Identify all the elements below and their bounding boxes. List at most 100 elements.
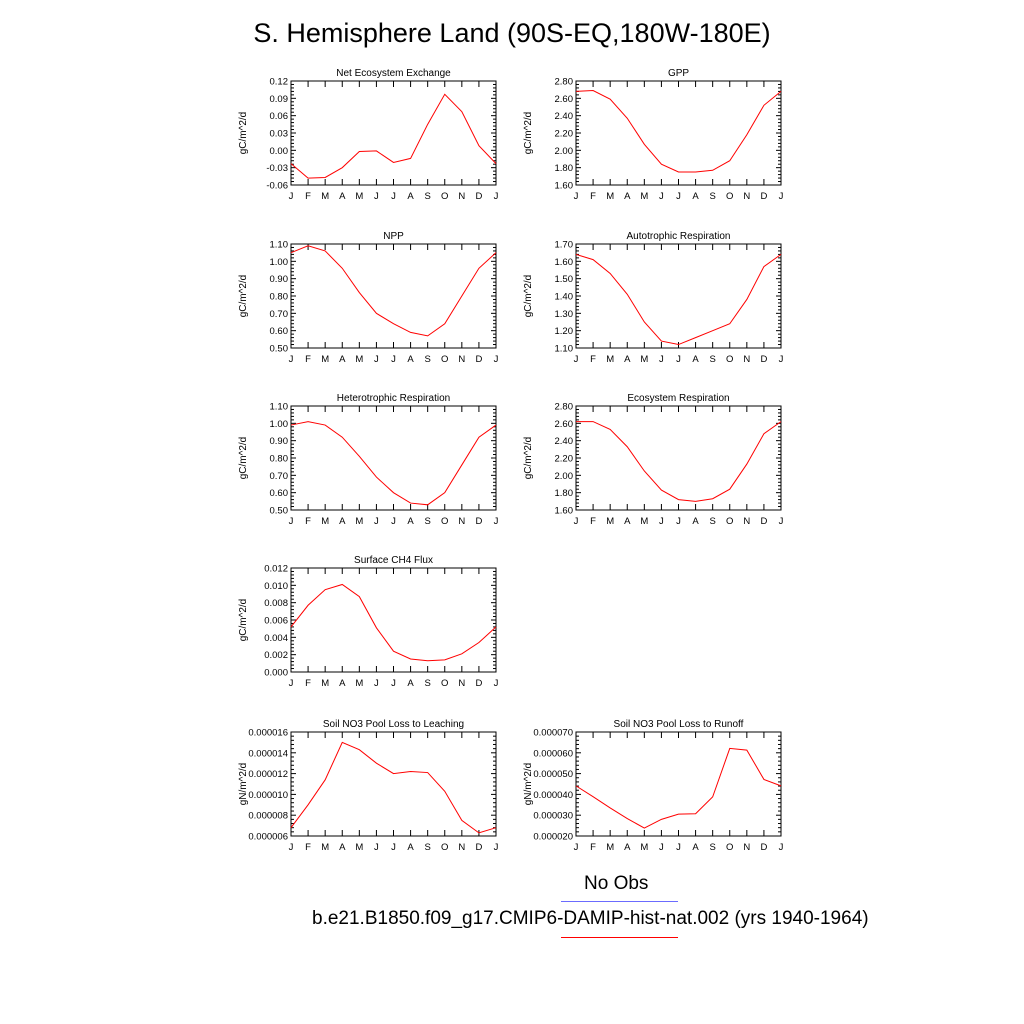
y-tick-label: 1.00 [270, 419, 289, 430]
x-tick-label: S [709, 354, 715, 365]
x-tick-label: S [424, 191, 430, 202]
x-tick-label: O [726, 516, 733, 527]
y-tick-label: 0.000006 [248, 832, 288, 843]
chart-title: Soil NO3 Pool Loss to Runoff [614, 719, 744, 730]
y-tick-label: 0.000008 [248, 811, 288, 822]
y-tick-label: 0.000070 [533, 728, 573, 739]
x-tick-label: A [407, 354, 414, 365]
chart-svg: Net Ecosystem Exchange gC/m^2/d -0.06 -0.03… [238, 68, 499, 202]
chart-svg: Ecosystem Respiration gC/m^2/d 1.60 1.80 2.0… [523, 393, 784, 527]
x-tick-label: N [458, 678, 465, 689]
x-tick-label: S [424, 516, 430, 527]
x-tick-label: N [458, 842, 465, 853]
y-tick-label: 0.000010 [248, 790, 288, 801]
series-line [290, 583, 497, 662]
y-tick-label: 1.40 [555, 292, 574, 303]
y-tick-label: 2.00 [555, 146, 574, 157]
x-tick-label: M [321, 354, 329, 365]
x-tick-label: O [441, 842, 448, 853]
x-tick-label: A [339, 191, 346, 202]
chart-svg: Surface CH4 Flux gC/m^2/d 0.000 0.002 0.004 0… [238, 555, 499, 689]
y-tick-label: 0.012 [264, 564, 288, 575]
x-tick-label: J [391, 516, 396, 527]
x-tick-label: A [407, 842, 414, 853]
x-tick-label: M [606, 191, 614, 202]
x-tick-label: J [779, 842, 784, 853]
y-tick-label: 1.60 [555, 506, 574, 517]
x-tick-label: O [726, 842, 733, 853]
x-tick-label: S [709, 516, 715, 527]
legend-model-line [561, 937, 678, 938]
plot-frame [575, 243, 782, 349]
x-tick-label: D [760, 191, 767, 202]
x-tick-label: M [606, 842, 614, 853]
chart-title: NPP [383, 231, 404, 242]
x-tick-label: F [305, 516, 311, 527]
x-tick-label: J [494, 842, 499, 853]
chart-title: Net Ecosystem Exchange [336, 68, 451, 79]
y-tick-label: 0.50 [270, 506, 289, 517]
x-tick-label: A [407, 191, 414, 202]
chart-svg: Autotrophic Respiration gC/m^2/d 1.10 1.20 1… [523, 231, 784, 365]
y-tick-label: 0.00 [270, 146, 289, 157]
x-tick-label: M [640, 842, 648, 853]
y-axis-label: gC/m^2/d [238, 112, 249, 155]
x-tick-label: F [590, 354, 596, 365]
x-tick-label: J [676, 516, 681, 527]
y-tick-label: 0.000016 [248, 728, 288, 739]
chart-title: Heterotrophic Respiration [337, 393, 450, 404]
x-tick-label: S [709, 842, 715, 853]
x-tick-label: A [339, 842, 346, 853]
y-axis-label: gC/m^2/d [238, 275, 249, 318]
x-tick-label: A [407, 678, 414, 689]
chart-title: Surface CH4 Flux [354, 555, 433, 566]
y-tick-label: 1.00 [270, 257, 289, 268]
series-line [575, 90, 782, 173]
series-line [290, 421, 497, 506]
x-tick-label: F [590, 842, 596, 853]
y-tick-label: 2.20 [555, 454, 574, 465]
y-tick-label: 0.60 [270, 326, 289, 337]
x-tick-label: J [494, 191, 499, 202]
series-line [290, 93, 497, 179]
x-tick-label: M [321, 516, 329, 527]
x-tick-label: D [760, 516, 767, 527]
x-tick-label: J [374, 678, 379, 689]
x-tick-label: J [779, 516, 784, 527]
x-tick-label: A [624, 191, 631, 202]
x-tick-label: J [391, 842, 396, 853]
x-tick-label: S [424, 842, 430, 853]
x-tick-label: M [321, 842, 329, 853]
x-tick-label: O [726, 354, 733, 365]
y-tick-label: 0.000 [264, 668, 288, 679]
chart-title: Soil NO3 Pool Loss to Leaching [323, 719, 464, 730]
y-tick-label: 1.20 [555, 326, 574, 337]
legend-obs-line [561, 901, 678, 902]
x-tick-label: J [391, 678, 396, 689]
x-tick-label: D [760, 354, 767, 365]
x-tick-label: J [494, 354, 499, 365]
x-tick-label: J [659, 191, 664, 202]
y-tick-label: 2.00 [555, 471, 574, 482]
chart-svg: Heterotrophic Respiration gC/m^2/d 0.50 0.6… [238, 393, 499, 527]
plot-frame [290, 567, 497, 673]
x-tick-label: A [692, 516, 699, 527]
x-tick-label: N [458, 191, 465, 202]
x-tick-label: S [709, 191, 715, 202]
x-tick-label: J [659, 842, 664, 853]
x-tick-label: F [590, 516, 596, 527]
x-tick-label: J [374, 354, 379, 365]
x-tick-label: J [374, 191, 379, 202]
x-tick-label: O [441, 516, 448, 527]
y-axis-label: gN/m^2/d [238, 763, 249, 806]
y-tick-label: 1.10 [270, 240, 289, 251]
y-tick-label: 0.03 [270, 129, 289, 140]
y-tick-label: 0.004 [264, 633, 288, 644]
panel-surface-ch4-flux: Surface CH4 Flux gC/m^2/d 0.000 0.002 0.004 0… [210, 547, 499, 692]
x-tick-label: J [374, 516, 379, 527]
x-tick-label: F [305, 354, 311, 365]
y-tick-label: 1.10 [555, 344, 574, 355]
y-tick-label: 1.80 [555, 488, 574, 499]
y-axis-label: gC/m^2/d [523, 275, 534, 318]
x-tick-label: M [640, 354, 648, 365]
